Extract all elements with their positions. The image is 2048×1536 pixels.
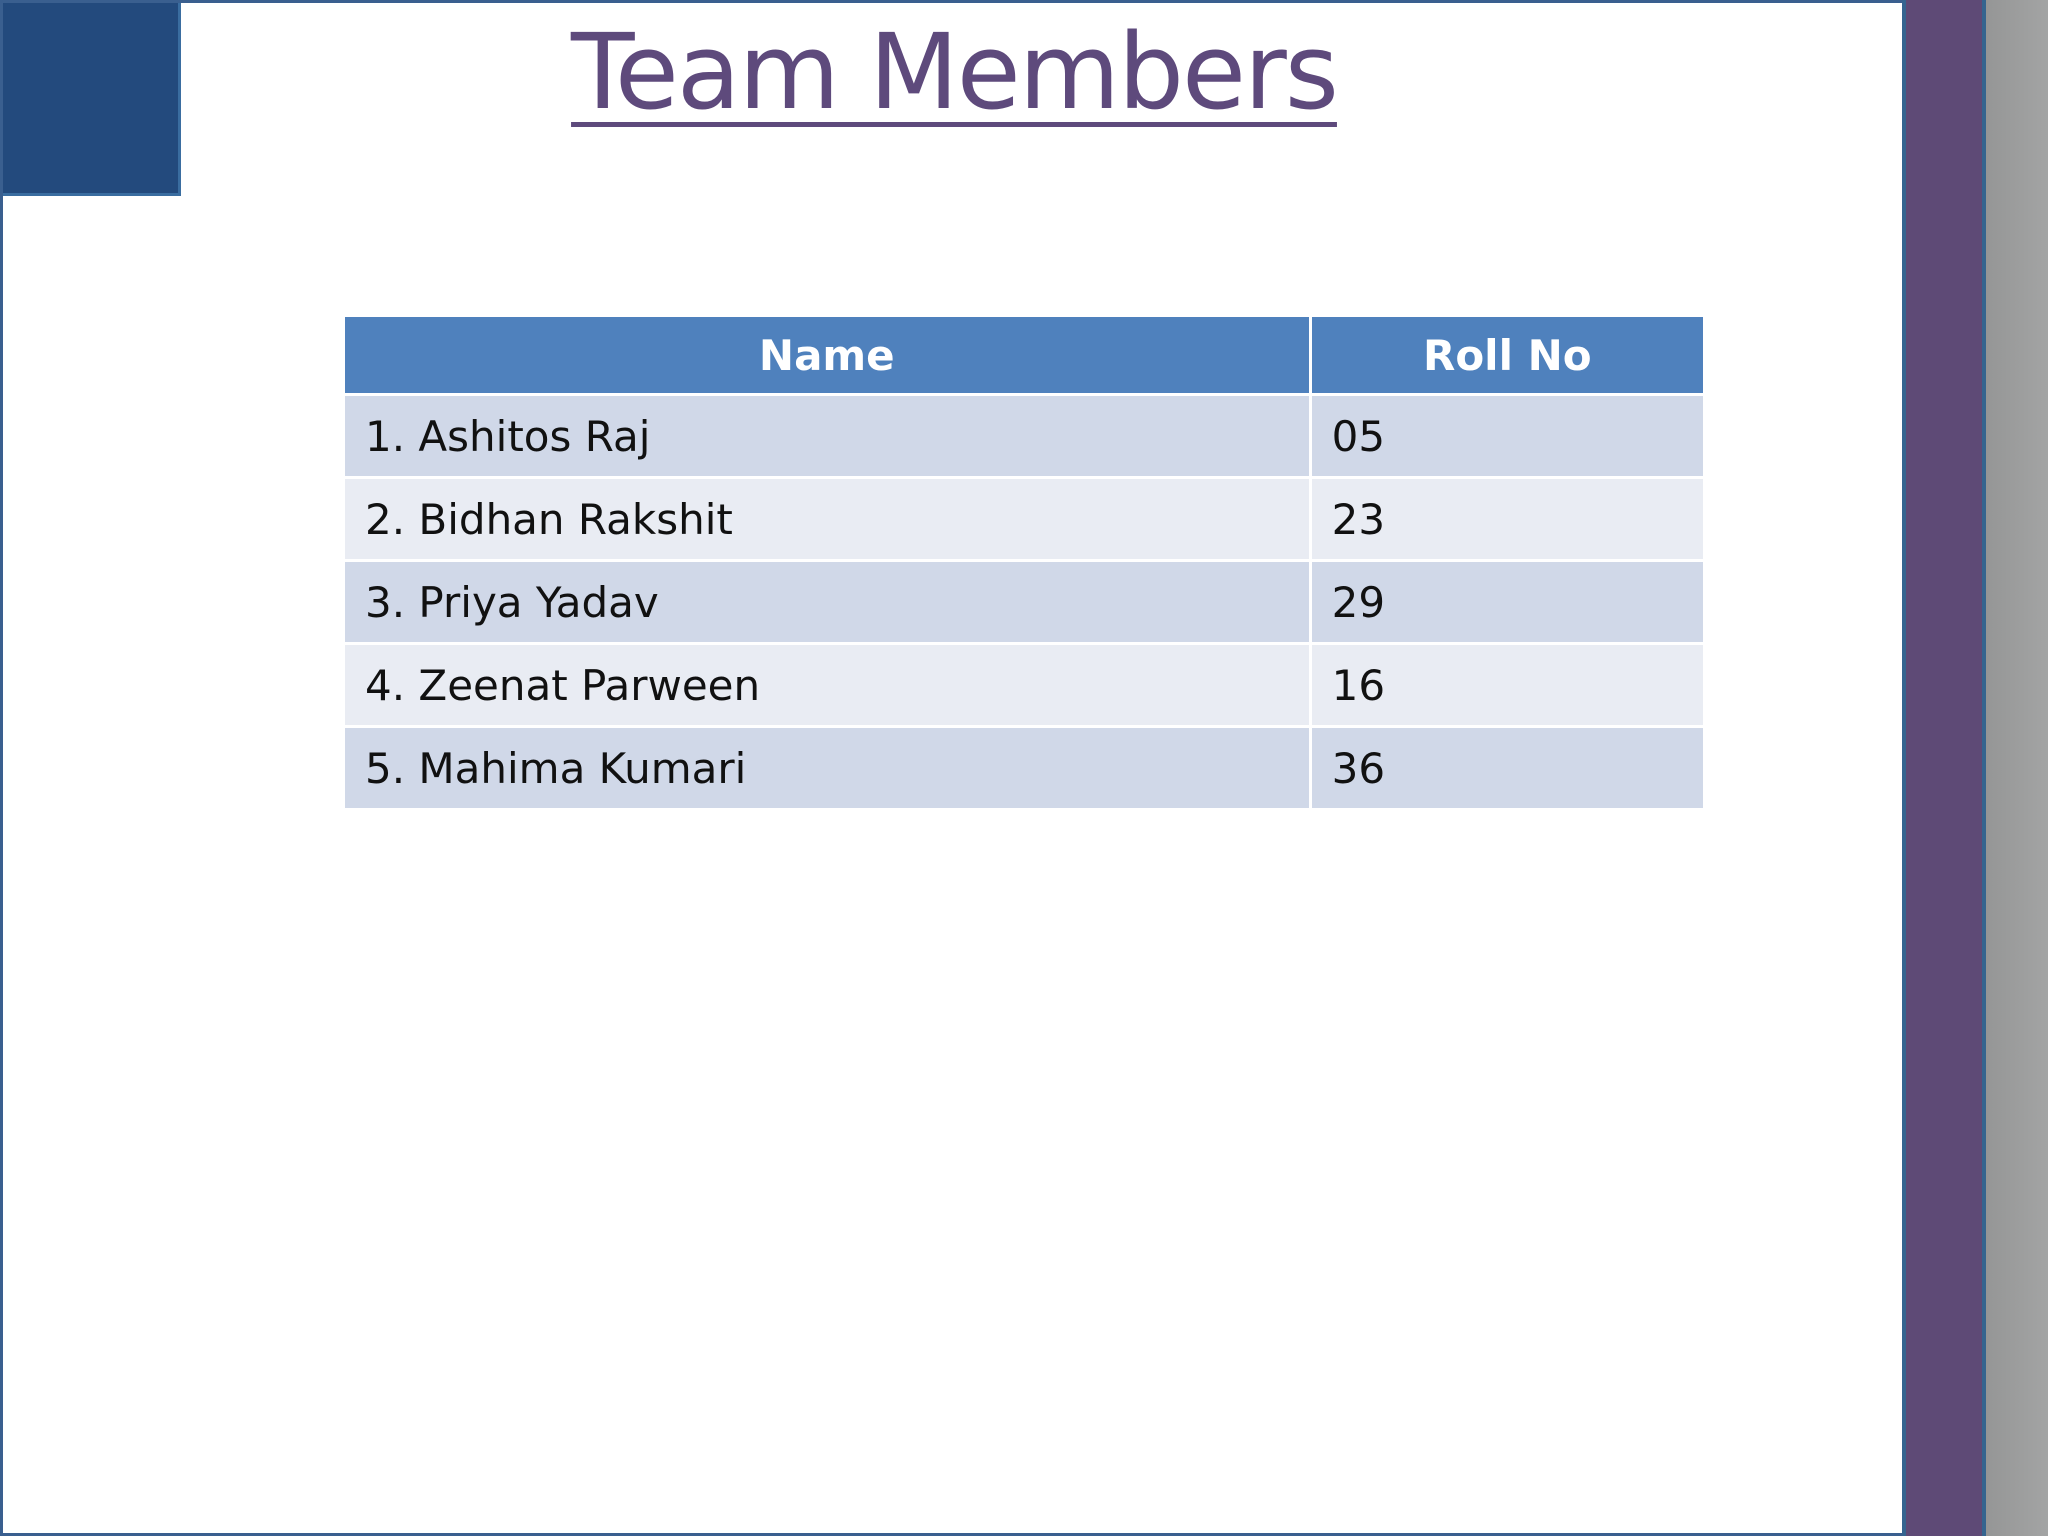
header-roll-no: Roll No: [1311, 317, 1703, 393]
cell-roll: 36: [1311, 728, 1951, 808]
team-members-table: Name Roll No 1. Ashitos Raj 05 2. Bidhan…: [342, 314, 1951, 811]
cell-name: 5. Mahima Kumari: [345, 728, 1309, 808]
table-row: 3. Priya Yadav 29: [345, 562, 1703, 642]
background-margin: [1986, 0, 2048, 1536]
cell-name: 2. Bidhan Rakshit: [345, 479, 1309, 559]
table-row: 2. Bidhan Rakshit 23: [345, 479, 1703, 559]
cell-roll: 23: [1311, 479, 1703, 559]
slide: Team Members Name Roll No 1. Ashitos Raj…: [0, 0, 1902, 1536]
table-row: 1. Ashitos Raj 05: [345, 396, 1703, 476]
table-header-row: Name Roll No: [345, 317, 1703, 393]
corner-accent-square: [3, 3, 181, 196]
cell-name: 1. Ashitos Raj: [345, 396, 1309, 476]
cell-roll: 05: [1311, 396, 1703, 476]
table-row: 4. Zeenat Parween 16: [345, 645, 1951, 725]
header-name: Name: [345, 317, 1309, 393]
roll-value: 36: [1331, 743, 1386, 793]
roll-value: 16: [1331, 660, 1386, 710]
table-row: 5. Mahima Kumari 36: [345, 728, 1951, 808]
cell-name: 4. Zeenat Parween: [345, 645, 1309, 725]
cell-roll: 29: [1311, 562, 1703, 642]
side-accent-bar: [1902, 0, 1986, 1536]
slide-title: Team Members: [571, 11, 1339, 133]
cell-roll: 16: [1311, 645, 1951, 725]
cell-name: 3. Priya Yadav: [345, 562, 1309, 642]
